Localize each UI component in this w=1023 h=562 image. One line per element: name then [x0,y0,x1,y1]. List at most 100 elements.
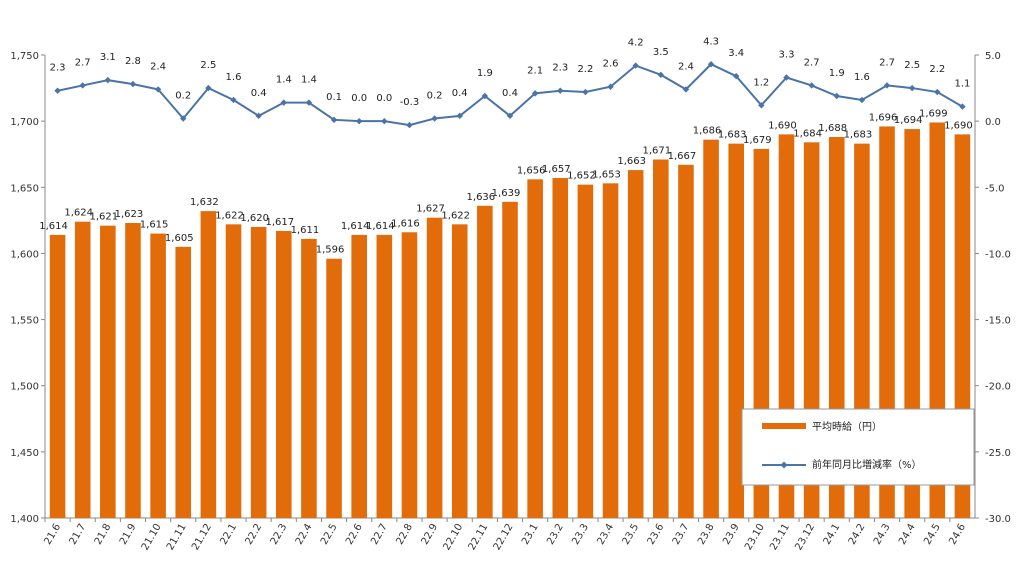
line-value-label: 2.8 [125,56,141,67]
x-tick-label: 23.11 [768,522,792,552]
x-tick-label: 24.5 [922,522,943,547]
bar [150,233,166,519]
x-tick-label: 22.4 [294,522,315,547]
x-tick-label: 23.3 [570,522,591,547]
line-value-label: 0.0 [376,93,392,104]
line-marker [431,115,438,122]
bar [426,217,443,518]
line-marker [657,71,665,79]
line-value-label: 2.7 [804,57,820,68]
line-value-label: 1.1 [954,79,970,90]
line-marker [129,80,137,88]
line-marker [758,102,765,109]
line-marker [255,112,262,120]
line-value-label: 0.2 [175,90,191,101]
bar [602,183,619,518]
bar [527,179,543,518]
bar-value-label: 1,688 [818,123,847,134]
line-marker [934,88,941,96]
x-tick-label: 23.9 [721,522,742,547]
line-value-label: 1.6 [226,72,242,83]
x-tick-label: 24.1 [822,522,843,547]
x-tick-label: 23.2 [545,522,566,547]
line-value-label: 0.1 [326,92,342,103]
bar-value-label: 1,667 [668,151,697,162]
bar-value-label: 1,617 [265,217,294,228]
line-marker [230,96,237,104]
x-tick-label: 21.8 [93,522,114,547]
x-tick-label: 22.11 [467,522,491,552]
bar-value-label: 1,683 [718,130,747,141]
line-value-label: 2.5 [904,60,920,71]
line-marker [682,86,690,93]
bar-value-label: 1,622 [441,210,470,221]
bar [703,139,719,519]
x-tick-label: 21.12 [190,522,214,552]
bar [678,164,694,518]
line-value-label: 1.2 [753,77,769,88]
line-marker [783,74,790,81]
bar [552,178,569,519]
x-tick-label: 22.8 [394,522,415,547]
left-tick-label: 1,750 [10,51,39,62]
line-value-label: 3.1 [100,52,116,63]
bar-value-label: 1,690 [768,120,797,131]
line-marker [355,117,363,125]
bar [326,258,342,518]
line-marker [582,88,589,96]
bar-value-label: 1,614 [341,221,370,232]
line-value-label: 0.4 [502,88,518,99]
bar-value-label: 1,605 [165,233,194,244]
left-tick-label: 1,600 [10,249,39,260]
x-tick-label: 23.7 [671,522,692,547]
line-marker [607,83,614,90]
bar-value-label: 1,663 [617,156,646,167]
line-value-label: 2.7 [75,57,91,68]
line-value-label: 2.2 [577,64,593,75]
line-value-label: -0.3 [400,97,420,108]
x-tick-label: 21.10 [140,522,164,552]
line-marker [104,76,112,84]
legend-label-line: 前年同月比増減率（%） [812,458,922,471]
bar [200,211,217,518]
line-value-label: 2.2 [929,64,945,75]
right-tick-label: -20.0 [985,382,1011,393]
x-tick-label: 24.6 [947,522,968,547]
line-data-labels: 2.3 2.7 3.1 2.8 2.4 0.2 2.5 1.6 0.4 1.4 1.4 0.1 0.0 0… [50,36,971,108]
bar [301,238,317,518]
legend-box [741,408,975,486]
left-tick-label: 1,700 [10,117,39,128]
bar [477,205,493,518]
x-tick-label: 22.7 [369,522,390,547]
bar [100,225,116,519]
line-marker [833,92,840,100]
bar [49,234,66,518]
bar-value-label: 1,614 [366,221,395,232]
line-value-label: 2.5 [200,60,216,71]
right-tick-label: -15.0 [985,316,1011,327]
bar [125,223,141,518]
legend: 平均時給（円） 前年同月比増減率（%） [741,408,975,486]
bar-value-label: 1,623 [115,209,144,220]
legend-label-bar: 平均時給（円） [812,420,882,433]
line-marker [883,82,891,89]
bar-value-label: 1,636 [467,192,496,203]
bar-value-label: 1,624 [64,208,93,219]
x-tick-label: 23.12 [793,522,817,552]
line-marker [808,82,815,89]
x-tick-label: 22.5 [319,522,340,547]
line-marker [557,87,564,94]
line-marker [381,117,388,125]
line-value-label: 1.4 [301,75,317,86]
left-tick-label: 1,650 [10,183,39,194]
line-marker [456,112,463,120]
bar-value-label: 1,615 [140,220,169,231]
x-tick-label: 23.8 [696,522,717,547]
line-value-label: 1.9 [829,68,845,79]
bar-value-label: 1,639 [492,188,521,199]
left-tick-label: 1,550 [10,316,39,327]
line-marker [330,116,338,124]
bar [728,143,745,519]
bar-value-label: 1,627 [416,204,445,215]
line-value-label: 1.9 [477,68,493,79]
